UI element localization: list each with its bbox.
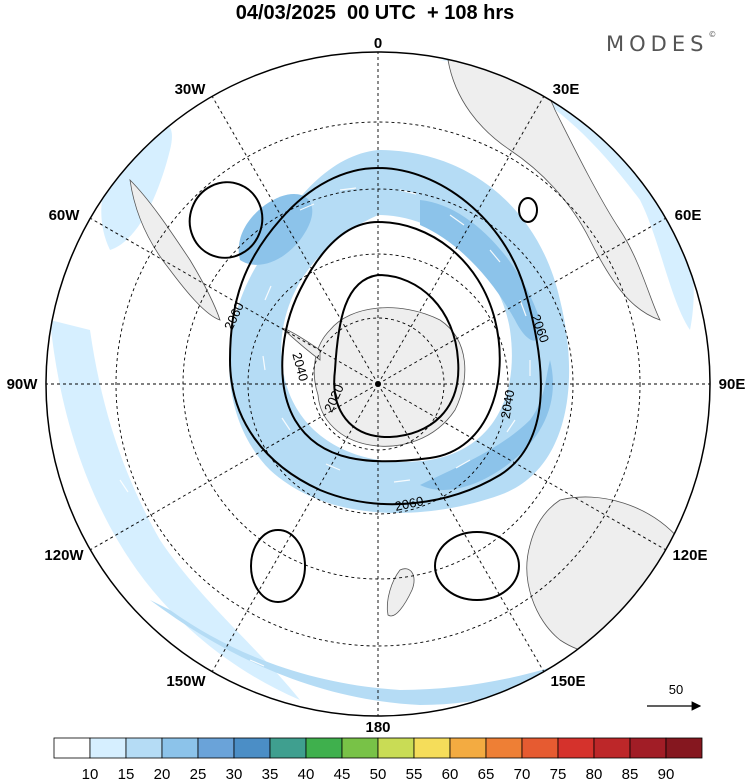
wind-shade-south-band: [150, 600, 620, 705]
colorbar-tick-label: 10: [82, 766, 99, 782]
chart-title: 04/03/2025 00 UTC + 108 hrs: [235, 2, 515, 24]
contour-high-nw: [188, 181, 264, 259]
lon-label-90e: 90E: [719, 376, 746, 393]
wind-shade-core-southeast: [420, 360, 553, 490]
lon-label-0: 0: [374, 35, 382, 52]
colorbar-swatch: [269, 737, 307, 759]
colorbar-swatch: [197, 737, 235, 759]
colorbar-swatch: [341, 737, 379, 759]
brand-name: MODES: [606, 32, 709, 56]
reference-vector: 50: [647, 682, 702, 711]
colorbar-swatch: [629, 737, 667, 759]
map-border: [45, 51, 711, 717]
reference-vector-label: 50: [669, 682, 683, 697]
colorbar-tick-label: 90: [658, 766, 675, 782]
colorbar-tick-label: 45: [334, 766, 351, 782]
lon-label-30w: 30W: [175, 81, 207, 98]
lon-label-30e: 30E: [553, 81, 580, 98]
lon-label-90w: 90W: [7, 376, 39, 393]
colorbar: 10 15 20 25 30 35 40 45 50 55 60 65 70 75 80 85 90: [53, 737, 703, 782]
colorbar-tick-label: 80: [586, 766, 603, 782]
colorbar-tick-label: 30: [226, 766, 243, 782]
colorbar-swatch: [521, 737, 559, 759]
longitude-labels: 0 30E 60E 90E 120E 150E 180 150W 120W 90…: [7, 35, 746, 736]
colorbar-tick-label: 60: [442, 766, 459, 782]
colorbar-swatch: [593, 737, 631, 759]
colorbar-swatch: [53, 737, 91, 759]
contour-label-2040-east: 2040: [498, 389, 518, 420]
wind-vectors: [119, 187, 611, 681]
colorbar-swatch: [233, 737, 271, 759]
land-masses: [129, 58, 691, 656]
colorbar-swatch: [377, 737, 415, 759]
contour-high-n: [518, 197, 538, 223]
colorbar-swatch: [485, 737, 523, 759]
colorbar-tick-label: 20: [154, 766, 171, 782]
contours: [188, 166, 542, 603]
lon-label-150e: 150E: [550, 673, 585, 690]
brand-logo: MODES©: [606, 30, 717, 56]
contour-2040: [281, 220, 501, 463]
brand-mark: ©: [708, 30, 717, 39]
colorbar-tick-label: 75: [550, 766, 567, 782]
wind-shade-core-west: [238, 193, 313, 265]
lon-label-60e: 60E: [675, 207, 702, 224]
antarctic-peninsula: [281, 327, 321, 361]
lon-label-180: 180: [365, 719, 390, 736]
colorbar-tick-label: 85: [622, 766, 639, 782]
colorbar-swatch: [557, 737, 595, 759]
colorbar-tick-label: 40: [298, 766, 315, 782]
colorbar-tick-label: 55: [406, 766, 423, 782]
colorbar-tick-label: 35: [262, 766, 279, 782]
contour-2020: [333, 273, 460, 439]
lon-label-60w: 60W: [49, 207, 81, 224]
colorbar-swatch: [413, 737, 451, 759]
contour-high-se: [434, 531, 520, 601]
wind-shade-west-band: [50, 320, 300, 700]
contour-2060: [228, 166, 542, 506]
colorbar-swatch: [449, 737, 487, 759]
colorbar-swatch: [89, 737, 127, 759]
colorbar-tick-label: 25: [190, 766, 207, 782]
colorbar-swatch: [305, 737, 343, 759]
colorbar-swatch: [665, 737, 703, 759]
colorbar-tick-label: 65: [478, 766, 495, 782]
colorbar-tick-label: 50: [370, 766, 387, 782]
lon-label-120e: 120E: [672, 547, 707, 564]
south-pole-marker: [375, 381, 381, 387]
contour-label-2060-south: 2060: [393, 493, 424, 514]
contour-label-2040-west: 2040: [289, 351, 311, 383]
colorbar-tick-label: 70: [514, 766, 531, 782]
contour-high-sw: [250, 529, 306, 603]
colorbar-tick-label: 15: [118, 766, 135, 782]
lon-label-150w: 150W: [166, 673, 206, 690]
africa: [447, 58, 661, 321]
wind-shade-core-east: [420, 200, 541, 341]
graticule: [46, 52, 710, 716]
colorbar-swatch: [125, 737, 163, 759]
lon-label-120w: 120W: [44, 547, 84, 564]
new-zealand: [386, 568, 415, 617]
colorbar-swatch: [161, 737, 199, 759]
